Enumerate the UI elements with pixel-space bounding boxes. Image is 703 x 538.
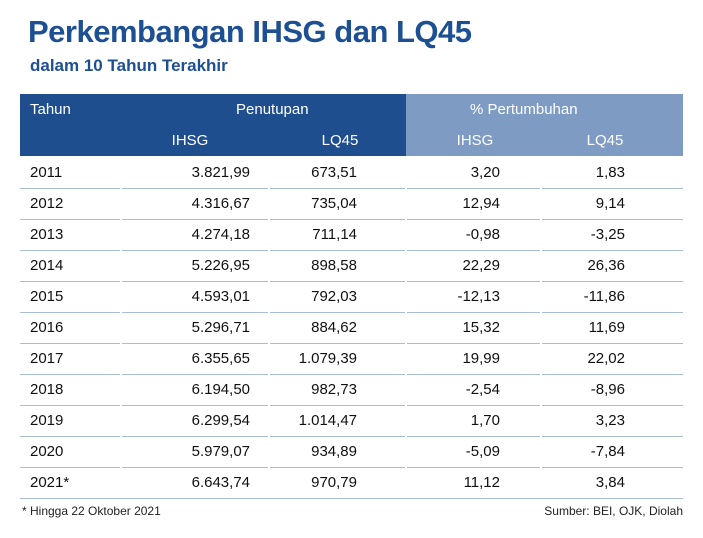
table-cell: 735,04 (311, 195, 357, 212)
table-cell: 711,14 (312, 226, 357, 243)
table-cell: 2011 (30, 164, 63, 181)
table-cell: 4.274,18 (191, 226, 250, 243)
table-cell: -11,86 (583, 288, 625, 305)
table-cell: -2,54 (465, 381, 500, 398)
table-cell: 3,20 (470, 164, 500, 181)
subtitle: dalam 10 Tahun Terakhir (30, 56, 228, 75)
row-separator (20, 436, 683, 437)
table-cell: -12,13 (457, 288, 500, 305)
table-cell: 3,84 (595, 474, 625, 491)
footnote: * Hingga 22 Oktober 2021 (22, 504, 161, 518)
table-cell: 4.593,01 (191, 288, 250, 305)
group-header: % Pertumbuhan (470, 101, 578, 118)
table-cell: 2020 (30, 443, 64, 460)
table-cell: 6.194,50 (191, 381, 250, 398)
table-cell: 12,94 (462, 195, 500, 212)
table-cell: -3,25 (590, 226, 625, 243)
row-separator (20, 188, 683, 189)
table-cell: 2019 (30, 412, 64, 429)
row-separator (20, 312, 683, 313)
table-cell: 6.299,54 (191, 412, 250, 429)
table-cell: 3.821,99 (191, 164, 250, 181)
column-separator (120, 157, 122, 498)
table-cell: 982,73 (311, 381, 357, 398)
table-cell: 1.079,39 (298, 350, 357, 367)
table-cell: -7,84 (590, 443, 625, 460)
row-separator (20, 467, 683, 468)
table-cell: 2016 (30, 319, 64, 336)
table-cell: 5.979,07 (191, 443, 250, 460)
table-cell: 2017 (30, 350, 64, 367)
table-cell: 19,99 (462, 350, 500, 367)
table-cell: 11,69 (588, 319, 625, 336)
column-separator (540, 157, 542, 498)
sub-header: IHSG (456, 132, 494, 149)
table-cell: 3,23 (595, 412, 625, 429)
table-cell: 970,79 (311, 474, 357, 491)
table-cell: 6.355,65 (191, 350, 250, 367)
header-band (20, 94, 406, 156)
table-cell: 2015 (30, 288, 64, 305)
row-separator (20, 374, 683, 375)
table-cell: 884,62 (311, 319, 357, 336)
table-cell: 11,12 (463, 474, 500, 491)
table-cell: 6.643,74 (191, 474, 250, 491)
row-separator (20, 281, 683, 282)
table-cell: 2013 (30, 226, 64, 243)
table-cell: 2018 (30, 381, 64, 398)
table-cell: 4.316,67 (191, 195, 250, 212)
table-cell: 934,89 (311, 443, 357, 460)
table-cell: -5,09 (465, 443, 500, 460)
table-cell: -0,98 (465, 226, 500, 243)
source: Sumber: BEI, OJK, Diolah (544, 504, 683, 518)
sub-header: LQ45 (321, 132, 359, 149)
table-cell: 9,14 (595, 195, 625, 212)
sub-header: LQ45 (586, 132, 624, 149)
table-cell: 792,03 (311, 288, 357, 305)
table-cell: 26,36 (587, 257, 625, 274)
row-separator (20, 343, 683, 344)
row-separator (20, 219, 683, 220)
title: Perkembangan IHSG dan LQ45 (28, 14, 472, 49)
column-separator (405, 157, 407, 498)
row-separator (20, 405, 683, 406)
group-header: Tahun (30, 101, 71, 118)
table-cell: 5.226,95 (191, 257, 250, 274)
table-cell: 1,70 (470, 412, 500, 429)
row-separator (20, 250, 683, 251)
table-cell: 22,02 (587, 350, 625, 367)
table-cell: 1.014,47 (298, 412, 357, 429)
sub-header: IHSG (171, 132, 209, 149)
table-cell: 2014 (30, 257, 64, 274)
group-header: Penutupan (236, 101, 309, 118)
column-separator (268, 157, 270, 498)
table-cell: 2021* (30, 474, 70, 491)
table-cell: 673,51 (311, 164, 357, 181)
table-cell: 2012 (30, 195, 64, 212)
header-band (406, 94, 683, 156)
table-cell: 22,29 (462, 257, 500, 274)
table-cell: 15,32 (462, 319, 500, 336)
table-cell: -8,96 (590, 381, 625, 398)
table-cell: 1,83 (595, 164, 625, 181)
table-cell: 5.296,71 (191, 319, 250, 336)
row-separator (20, 498, 683, 499)
table-cell: 898,58 (311, 257, 357, 274)
